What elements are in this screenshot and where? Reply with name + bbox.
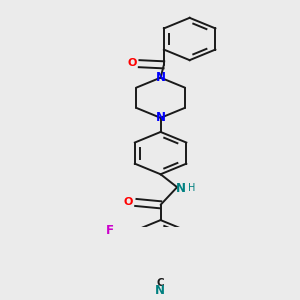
Text: N: N <box>176 182 185 195</box>
Text: N: N <box>156 111 166 124</box>
Text: N: N <box>156 71 166 84</box>
Text: N: N <box>155 284 165 297</box>
Text: O: O <box>127 58 136 68</box>
Text: H: H <box>188 183 196 194</box>
Text: C: C <box>156 278 164 288</box>
Text: F: F <box>106 224 114 237</box>
Text: O: O <box>124 197 133 207</box>
